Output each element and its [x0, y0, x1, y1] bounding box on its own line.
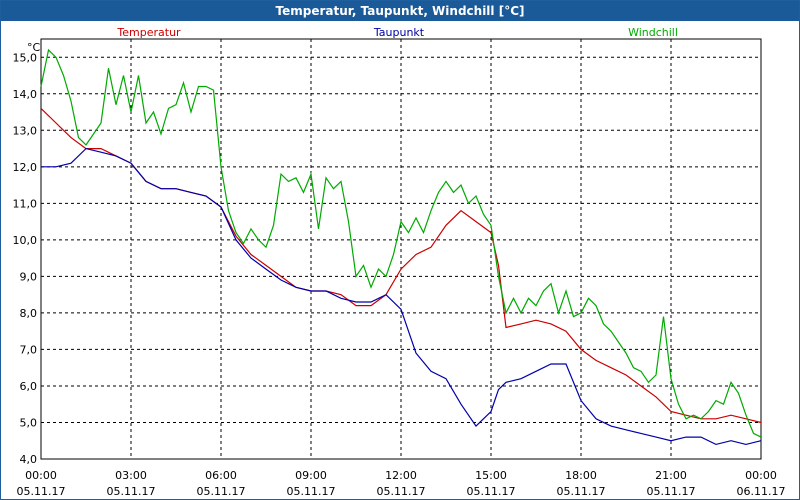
x-tick-time: 09:00 [295, 469, 327, 482]
x-tick-date: 05.11.17 [287, 485, 336, 498]
x-tick-date: 05.11.17 [107, 485, 156, 498]
legend: Temperatur Taupunkt Windchill [116, 26, 678, 39]
x-tick-time: 18:00 [565, 469, 597, 482]
x-tick-time: 15:00 [475, 469, 507, 482]
legend-entry-temperatur: Temperatur [116, 26, 181, 39]
y-tick-label: 13,0 [13, 124, 38, 137]
x-tick-date: 06.11.17 [737, 485, 786, 498]
x-tick-date: 05.11.17 [17, 485, 66, 498]
x-tick-time: 06:00 [205, 469, 237, 482]
x-tick-time: 21:00 [655, 469, 687, 482]
x-tick-date: 05.11.17 [467, 485, 516, 498]
x-tick-time: 00:00 [25, 469, 57, 482]
plot-frame [40, 38, 762, 460]
y-tick-label: 8,0 [20, 307, 38, 320]
x-tick-time: 00:00 [745, 469, 777, 482]
y-tick-label: 15,0 [13, 51, 38, 64]
x-tick-date: 05.11.17 [197, 485, 246, 498]
y-tick-label: 6,0 [20, 380, 38, 393]
x-tick-date: 05.11.17 [647, 485, 696, 498]
x-tick-date: 05.11.17 [557, 485, 606, 498]
x-tick-date: 05.11.17 [377, 485, 426, 498]
y-axis-unit: °C [27, 41, 41, 54]
series-lines [40, 48, 762, 446]
y-tick-label: 7,0 [20, 343, 38, 356]
series-line-taupunkt [41, 147, 762, 446]
y-tick-label: 10,0 [13, 234, 38, 247]
y-tick-label: 12,0 [13, 161, 38, 174]
x-tick-time: 12:00 [385, 469, 417, 482]
y-tick-label: 5,0 [20, 416, 38, 429]
chart-title: Temperatur, Taupunkt, Windchill [°C] [1, 1, 799, 21]
y-tick-label: 4,0 [20, 453, 38, 466]
grid [41, 39, 761, 459]
y-tick-label: 11,0 [13, 197, 38, 210]
tick-labels: 4,0 5,0 6,0 7,0 8,0 9,0 10,0 11,0 12,0 13,0 14,0 15… [13, 41, 786, 498]
legend-entry-taupunkt: Taupunkt [373, 26, 425, 39]
series-line-windchill [40, 48, 762, 438]
legend-entry-windchill: Windchill [628, 26, 678, 39]
axes [40, 38, 762, 460]
x-tick-time: 03:00 [115, 469, 147, 482]
y-tick-label: 9,0 [20, 270, 38, 283]
y-tick-label: 14,0 [13, 88, 38, 101]
